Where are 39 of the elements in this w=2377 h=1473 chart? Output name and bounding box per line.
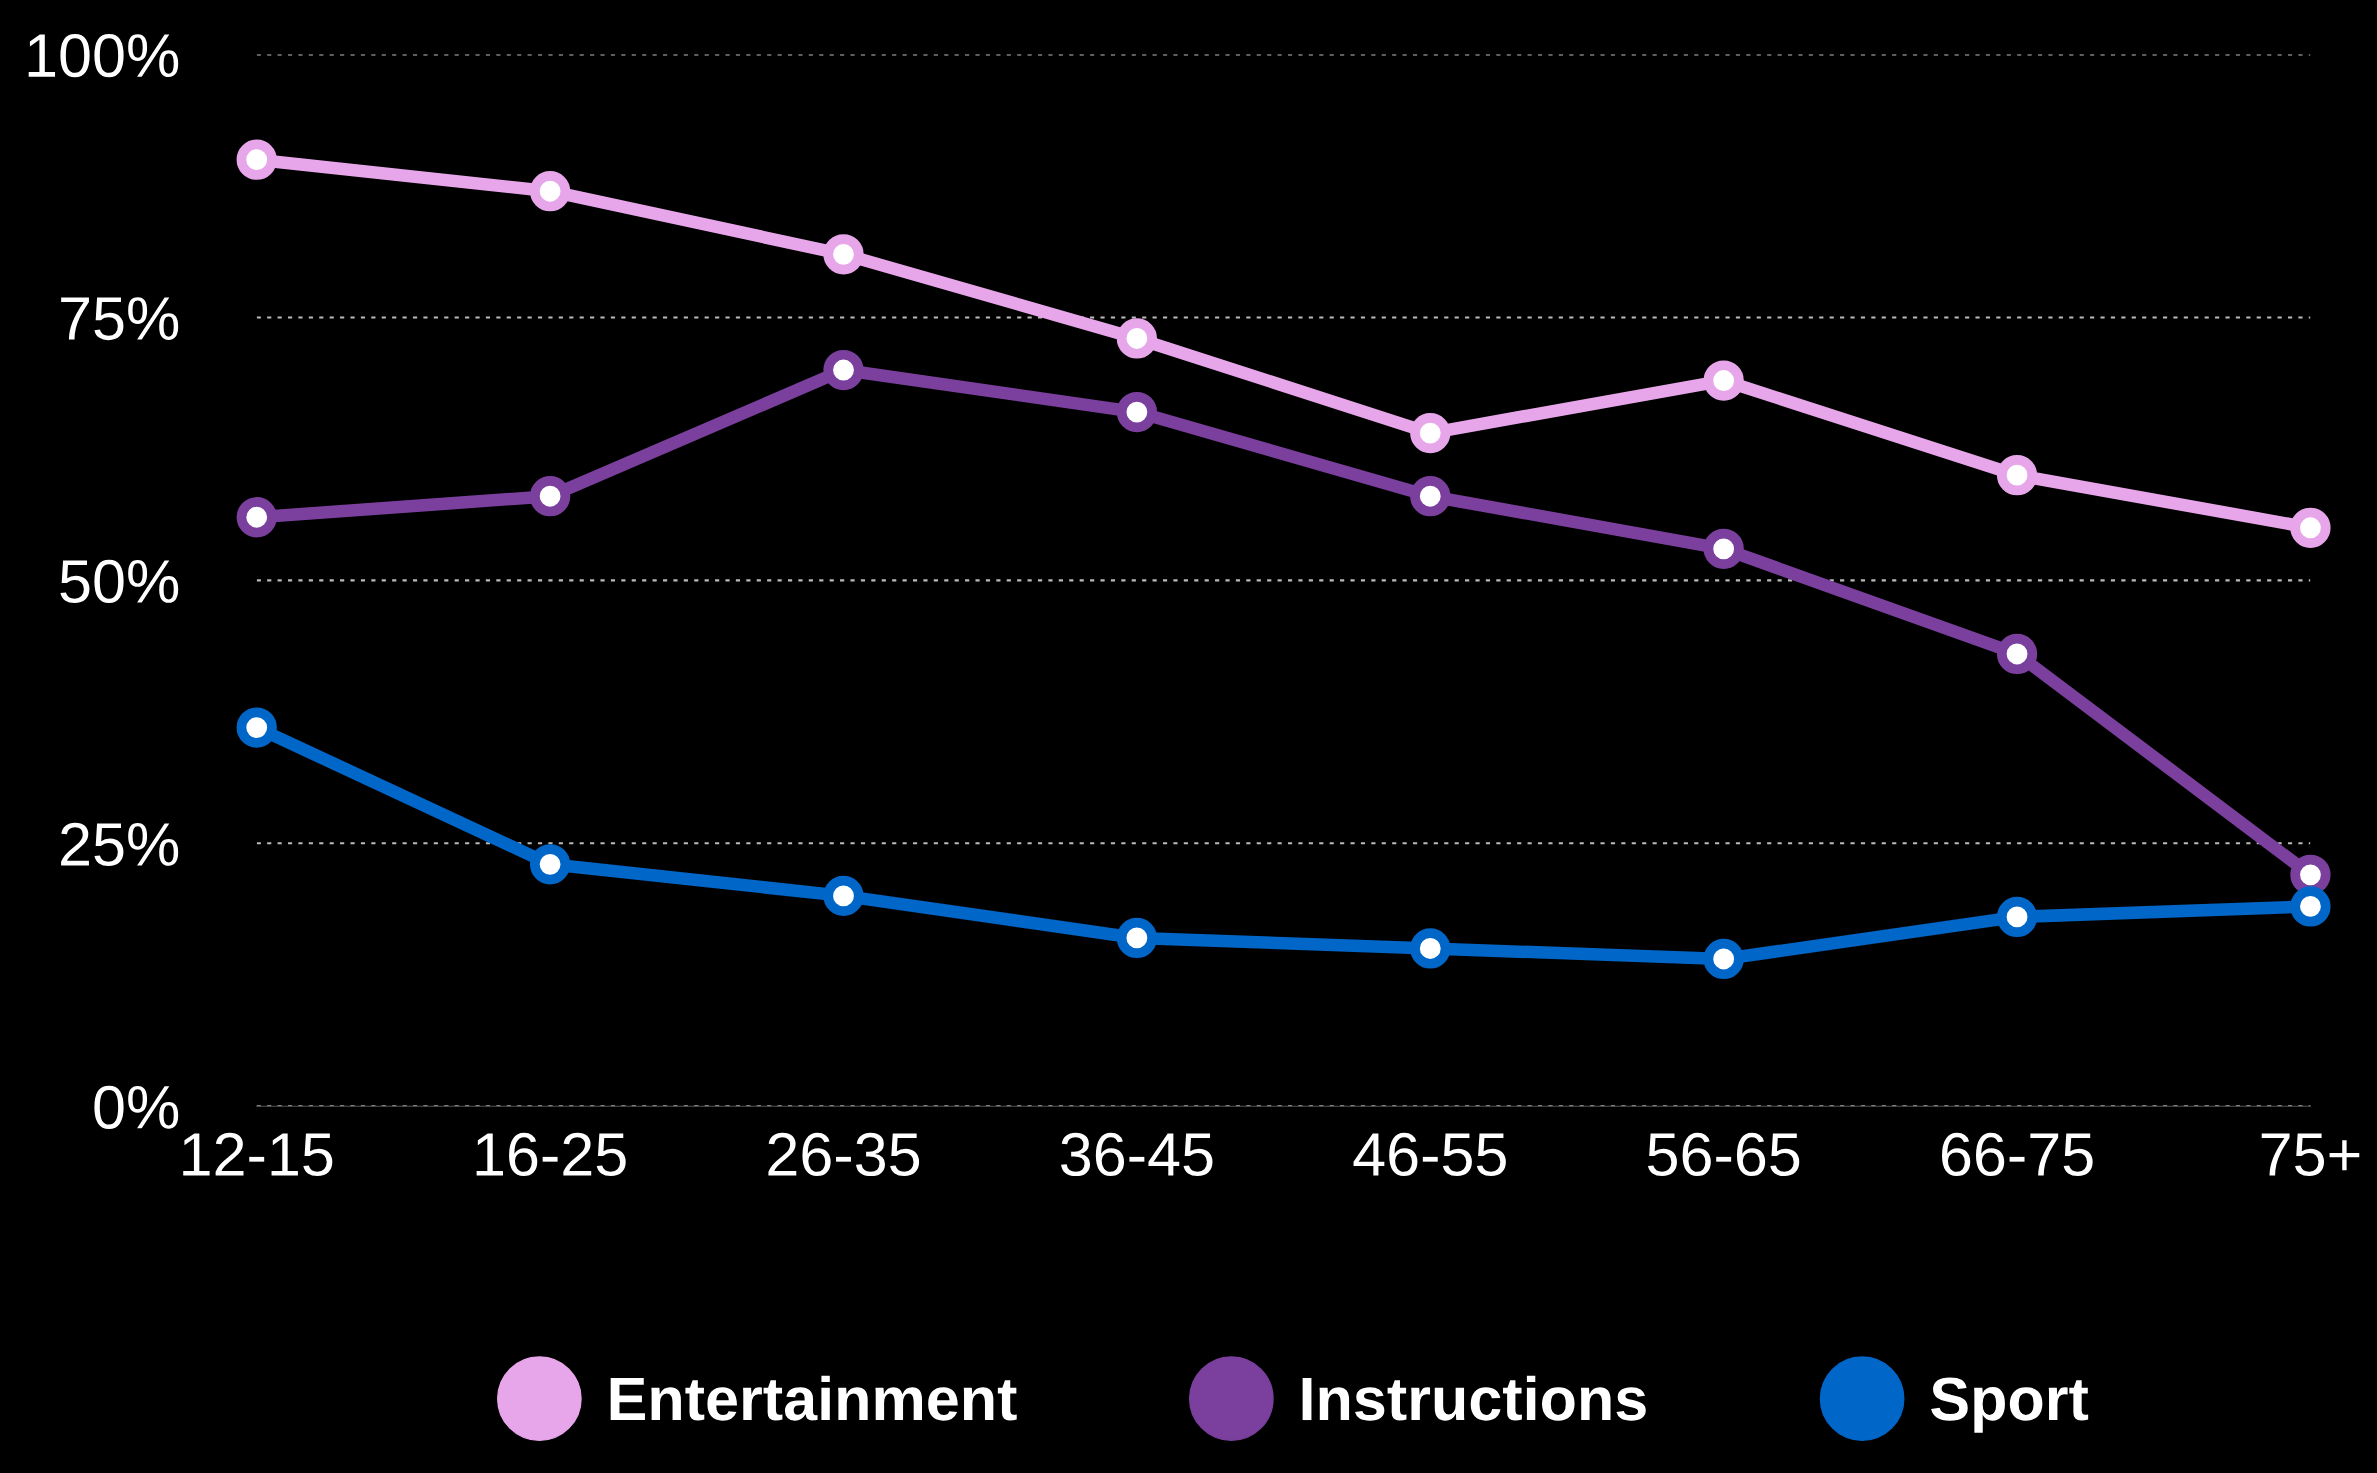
x-tick-label: 12-15 [183, 1132, 333, 1177]
point [1703, 360, 1744, 401]
point [529, 171, 571, 212]
x-tick-label: 56-65 [1647, 1132, 1800, 1177]
y-tick-label: 100% [28, 33, 179, 78]
x-tick-label: 66-75 [1942, 1132, 2093, 1177]
point [1703, 938, 1744, 980]
point [1116, 391, 1158, 433]
point [236, 707, 277, 748]
x-tick-label: 26-35 [768, 1132, 920, 1177]
point [1996, 455, 2038, 496]
x-tick-label: 46-55 [1353, 1132, 1506, 1177]
point [1996, 633, 2038, 675]
point [1410, 412, 1451, 454]
point [1410, 928, 1451, 969]
x-tick-label: 36-45 [1061, 1132, 1213, 1177]
point [236, 139, 277, 180]
point [823, 234, 864, 275]
point [236, 497, 277, 538]
y-tick-label: 0% [94, 1085, 179, 1129]
x-tick-label: 16-25 [476, 1132, 626, 1177]
point [1116, 318, 1158, 359]
point [1116, 917, 1158, 959]
point [2290, 886, 2331, 927]
y-tick-label: 25% [61, 822, 179, 867]
x-tick-label: 75+ [2261, 1133, 2360, 1177]
point [823, 875, 864, 917]
legend-label: Entertainment [610, 1375, 1017, 1421]
point [823, 349, 864, 391]
point [529, 476, 571, 517]
point [529, 844, 571, 885]
y-tick-label: 75% [61, 297, 179, 341]
y-tick-label: 50% [60, 559, 179, 604]
point [1996, 896, 2038, 938]
legend-label: Sport [1931, 1377, 2089, 1433]
point [1703, 528, 1744, 569]
point [2290, 507, 2331, 548]
point [1410, 476, 1451, 517]
legend-label: Instructions [1302, 1375, 1646, 1421]
